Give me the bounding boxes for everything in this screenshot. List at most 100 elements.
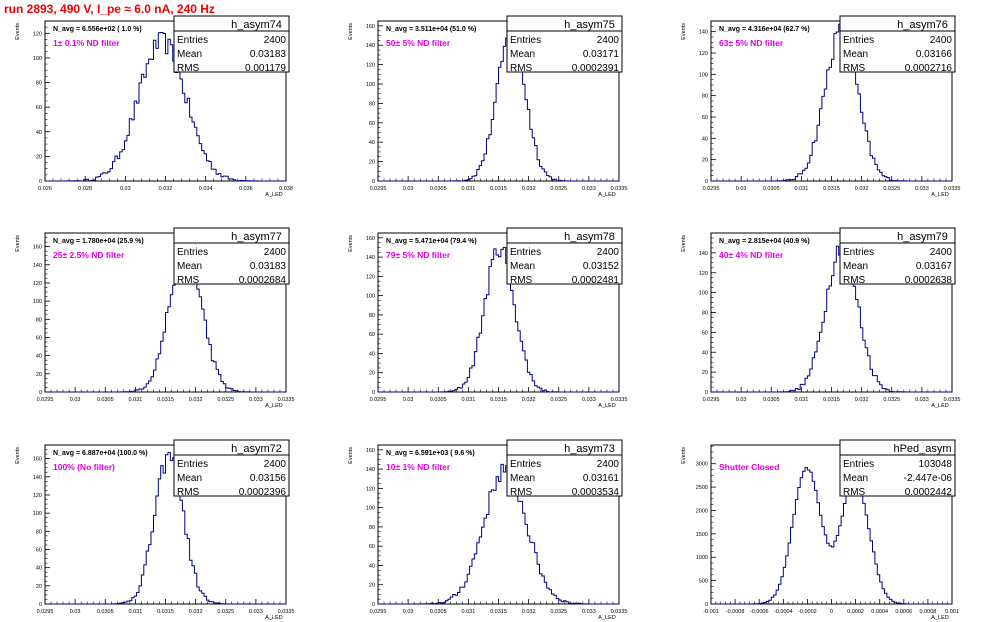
- x-tick-label: 0.0305: [430, 397, 447, 403]
- y-tick-label: 20: [369, 583, 375, 589]
- y-tick-label: 2000: [696, 508, 708, 514]
- y-tick-label: 20: [369, 160, 375, 166]
- x-tick-label: 0.031: [128, 397, 142, 403]
- stats-value: 0.001179: [245, 63, 286, 74]
- x-tick-label: 0.033: [582, 609, 596, 615]
- stats-value: 2400: [264, 459, 287, 470]
- x-tick-label: 0.038: [279, 186, 293, 192]
- x-tick-label: 0.0325: [550, 186, 567, 192]
- stats-value: 0.03161: [583, 473, 620, 484]
- stats-key: Mean: [510, 473, 535, 484]
- filter-label: Shutter Closed: [719, 462, 779, 472]
- stats-box: [839, 15, 956, 73]
- x-tick-label: -0.001: [703, 609, 719, 615]
- stats-box: [173, 439, 290, 497]
- filter-label: 63± 5% ND filter: [719, 38, 784, 48]
- stats-value: 0.0002716: [905, 63, 953, 74]
- x-tick-label: 0.0006: [895, 609, 912, 615]
- x-axis-label: A_LED: [265, 403, 282, 409]
- x-tick-label: 0.03: [736, 397, 747, 403]
- y-tick-label: 0: [705, 179, 708, 185]
- x-tick-label: 0.032: [159, 186, 173, 192]
- stats-value: 2400: [930, 35, 953, 46]
- y-tick-label: 80: [369, 313, 375, 319]
- x-tick-label: 0.0305: [97, 397, 114, 403]
- y-tick-label: 160: [33, 457, 42, 463]
- y-axis-label: Events: [348, 235, 354, 252]
- filter-label: 50± 5% ND filter: [386, 38, 451, 48]
- y-tick-label: 80: [36, 529, 42, 535]
- filter-label: 25± 2.5% ND filter: [53, 250, 125, 260]
- x-tick-label: 0.0002: [847, 609, 864, 615]
- x-axis-label: A_LED: [265, 615, 282, 621]
- stats-box: [839, 227, 956, 285]
- x-tick-label: 0.0305: [430, 609, 447, 615]
- y-tick-label: 100: [366, 82, 375, 88]
- y-tick-label: 120: [366, 486, 375, 492]
- x-tick-label: 0.0305: [430, 186, 447, 192]
- y-tick-label: 100: [33, 299, 42, 305]
- stats-value: 0.0002481: [572, 275, 620, 286]
- x-tick-label: 0.0325: [550, 397, 567, 403]
- x-tick-label: 0.0335: [611, 609, 628, 615]
- y-tick-label: 0: [372, 390, 375, 396]
- stats-key: Mean: [843, 49, 868, 60]
- x-tick-label: 0.028: [78, 186, 92, 192]
- x-axis-label: A_LED: [931, 403, 948, 409]
- stats-value: 0.0002638: [905, 275, 953, 286]
- x-tick-label: 0.03: [70, 609, 81, 615]
- y-tick-label: 1000: [696, 555, 708, 561]
- x-tick-label: 0.032: [855, 186, 869, 192]
- y-tick-label: 60: [36, 105, 42, 111]
- y-tick-label: 80: [369, 101, 375, 107]
- x-tick-label: 0.033: [915, 186, 929, 192]
- stats-key: Entries: [177, 247, 208, 258]
- x-axis-label: A_LED: [931, 192, 948, 198]
- x-tick-label: 0.0295: [37, 397, 54, 403]
- stats-key: RMS: [843, 487, 866, 498]
- stats-box: [839, 439, 956, 497]
- histogram-line-h_asym78: [378, 247, 619, 393]
- stats-key: RMS: [510, 487, 533, 498]
- stats-title: h_asym74: [231, 19, 282, 31]
- stats-title: h_asym79: [897, 231, 948, 243]
- y-tick-label: 140: [33, 263, 42, 269]
- histogram-panel-h_asym75: 0.0295 0.03 0.0305 0.031 0.0315 0.032 0.0325 0.…: [348, 15, 627, 198]
- navg-label: N_avg = 6.591e+03 ( 9.6 %): [386, 450, 475, 457]
- stats-title: h_asym73: [564, 443, 615, 455]
- stats-title: h_asym76: [897, 19, 948, 31]
- stats-title: h_asym77: [231, 231, 282, 243]
- y-tick-label: 1500: [696, 532, 708, 538]
- histogram-line-h_asym74: [45, 32, 286, 182]
- x-tick-label: 0.0315: [490, 609, 507, 615]
- stats-box: [506, 15, 623, 73]
- y-axis-label: Events: [681, 23, 687, 40]
- x-axis-label: A_LED: [931, 615, 948, 621]
- navg-label: N_avg = 2.815e+04 (40.9 %): [719, 238, 810, 245]
- x-tick-label: 0.0315: [157, 397, 174, 403]
- stats-value: -2.447e-06: [904, 473, 953, 484]
- x-tick-label: -0.0004: [774, 609, 793, 615]
- y-axis-label: Events: [348, 23, 354, 40]
- histogram-line-h_asym75: [378, 37, 619, 182]
- stats-key: Mean: [510, 49, 535, 60]
- stats-key: Entries: [510, 247, 541, 258]
- histogram-line-h_asym76: [711, 23, 952, 182]
- x-tick-label: 0.031: [461, 186, 475, 192]
- y-tick-label: 60: [36, 547, 42, 553]
- stats-value: 2400: [597, 459, 620, 470]
- x-axis-label: A_LED: [598, 192, 615, 198]
- y-tick-label: 160: [366, 24, 375, 30]
- stats-value: 2400: [930, 247, 953, 258]
- y-tick-label: 0: [372, 602, 375, 608]
- navg-label: N_avg = 1.780e+04 (25.9 %): [53, 238, 144, 245]
- y-tick-label: 60: [702, 330, 708, 336]
- y-tick-label: 140: [699, 251, 708, 257]
- y-tick-label: 500: [699, 579, 708, 585]
- x-tick-label: 0.03: [70, 397, 81, 403]
- x-tick-label: 0.031: [794, 397, 808, 403]
- page-title: run 2893, 490 V, I_pe ≈ 6.0 nA, 240 Hz: [4, 2, 215, 16]
- x-tick-label: 0.034: [199, 186, 213, 192]
- stats-value: 0.0002391: [572, 63, 620, 74]
